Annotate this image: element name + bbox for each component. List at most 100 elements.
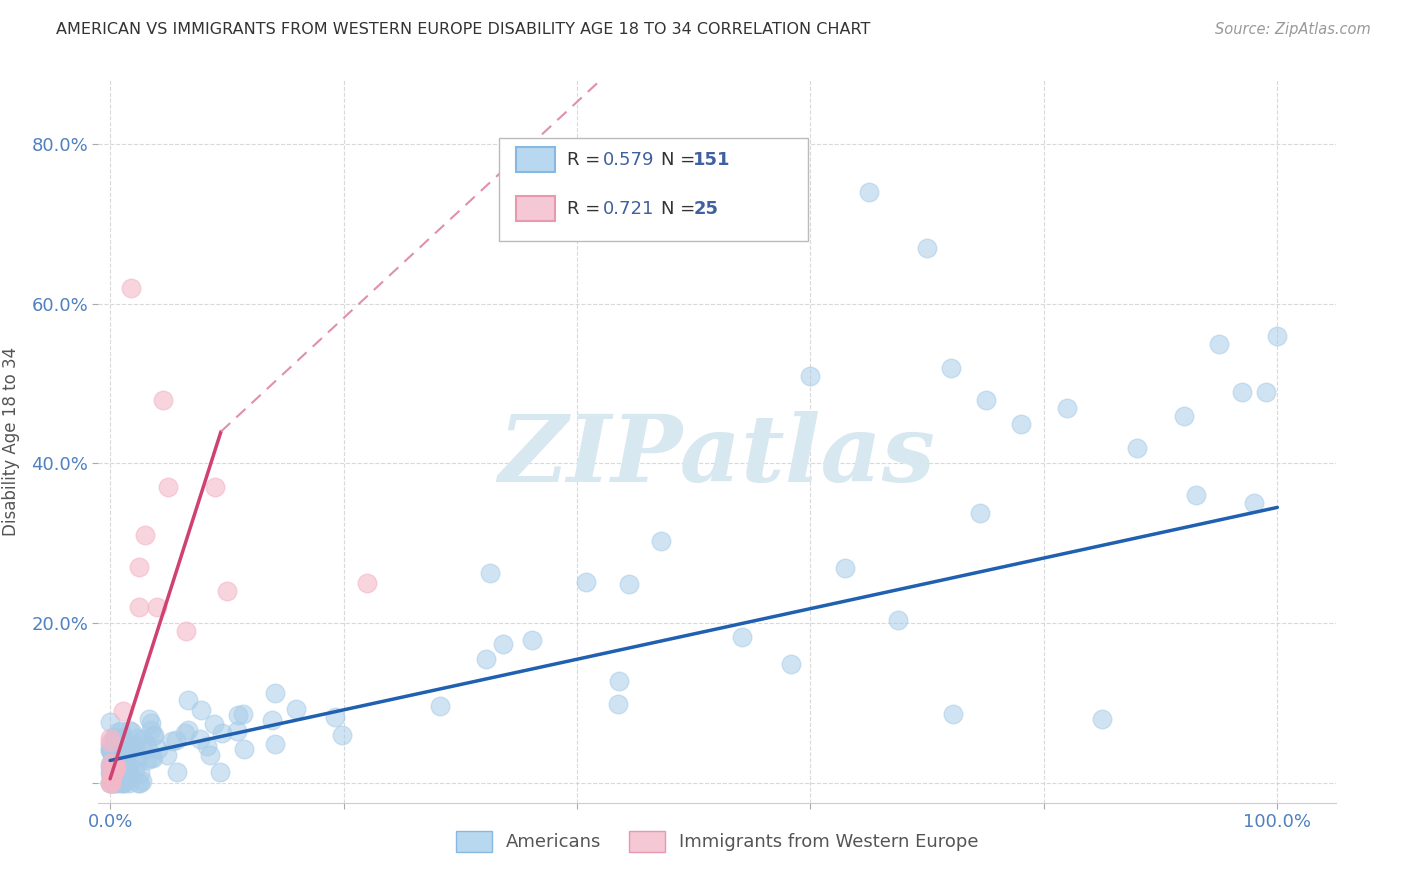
- Point: [160, 734, 183, 748]
- Point: [152, 392, 174, 407]
- Point: [138, 712, 160, 726]
- Point: [115, 771, 138, 785]
- Point: [139, 715, 162, 730]
- Point: [100, 769, 122, 783]
- Point: [98, 743, 121, 757]
- Point: [98, 776, 121, 790]
- Point: [111, 751, 134, 765]
- Point: [127, 731, 149, 746]
- Point: [1173, 409, 1195, 423]
- Point: [114, 747, 136, 762]
- Point: [131, 731, 153, 746]
- Point: [575, 574, 598, 589]
- Point: [115, 763, 138, 777]
- Point: [165, 733, 187, 747]
- Point: [103, 757, 125, 772]
- Point: [112, 764, 135, 779]
- Point: [108, 767, 131, 781]
- Point: [606, 697, 628, 711]
- Point: [114, 745, 136, 759]
- Point: [260, 713, 283, 727]
- Point: [195, 739, 218, 754]
- Point: [100, 776, 122, 790]
- Point: [112, 756, 135, 771]
- Point: [858, 185, 880, 199]
- Point: [124, 739, 146, 753]
- Point: [834, 561, 856, 575]
- Point: [101, 776, 124, 790]
- Text: R =: R =: [567, 200, 606, 218]
- Point: [941, 706, 963, 721]
- Point: [226, 707, 249, 722]
- Point: [474, 651, 496, 665]
- Text: 25: 25: [693, 200, 718, 218]
- Point: [103, 776, 125, 790]
- Point: [1184, 488, 1206, 502]
- Point: [118, 776, 141, 790]
- Point: [105, 760, 128, 774]
- Point: [148, 742, 170, 756]
- Point: [134, 528, 156, 542]
- Point: [105, 767, 128, 781]
- Point: [974, 392, 997, 407]
- Point: [188, 732, 211, 747]
- Point: [114, 762, 136, 776]
- Point: [1232, 384, 1254, 399]
- Point: [799, 368, 821, 383]
- Point: [128, 600, 150, 615]
- Point: [127, 749, 149, 764]
- Point: [117, 763, 139, 777]
- Point: [100, 761, 122, 775]
- Point: [98, 766, 121, 780]
- Point: [114, 752, 136, 766]
- Point: [136, 742, 159, 756]
- Point: [104, 772, 127, 787]
- Point: [1010, 417, 1032, 431]
- Point: [98, 715, 121, 730]
- Point: [1208, 336, 1230, 351]
- Point: [121, 725, 143, 739]
- Point: [101, 766, 124, 780]
- Point: [1091, 712, 1114, 726]
- Point: [98, 743, 121, 757]
- Point: [100, 762, 122, 776]
- Point: [939, 360, 962, 375]
- Point: [915, 241, 938, 255]
- Point: [112, 767, 135, 781]
- Point: [263, 686, 285, 700]
- Point: [120, 281, 142, 295]
- Point: [1126, 441, 1149, 455]
- Point: [103, 730, 125, 744]
- Point: [100, 745, 122, 759]
- Point: [139, 723, 162, 738]
- Point: [103, 731, 125, 746]
- Point: [1243, 496, 1265, 510]
- Point: [100, 776, 122, 790]
- Point: [117, 743, 139, 757]
- Point: [100, 766, 122, 780]
- Point: [118, 723, 141, 738]
- Point: [356, 576, 378, 591]
- Point: [619, 577, 641, 591]
- Point: [177, 723, 200, 737]
- Point: [111, 774, 134, 789]
- Point: [108, 747, 131, 762]
- Point: [226, 723, 249, 738]
- Text: 0.579: 0.579: [603, 151, 655, 169]
- Point: [198, 748, 221, 763]
- Point: [1254, 384, 1277, 399]
- Point: [887, 613, 910, 627]
- Point: [607, 673, 630, 688]
- Text: Source: ZipAtlas.com: Source: ZipAtlas.com: [1215, 22, 1371, 37]
- Point: [166, 764, 188, 779]
- Point: [100, 756, 122, 771]
- Point: [100, 763, 122, 777]
- Point: [100, 760, 122, 774]
- Point: [104, 756, 127, 771]
- Point: [232, 706, 254, 721]
- Point: [100, 742, 122, 756]
- Point: [111, 754, 134, 768]
- Point: [105, 758, 128, 772]
- Point: [136, 753, 159, 767]
- Point: [110, 776, 132, 790]
